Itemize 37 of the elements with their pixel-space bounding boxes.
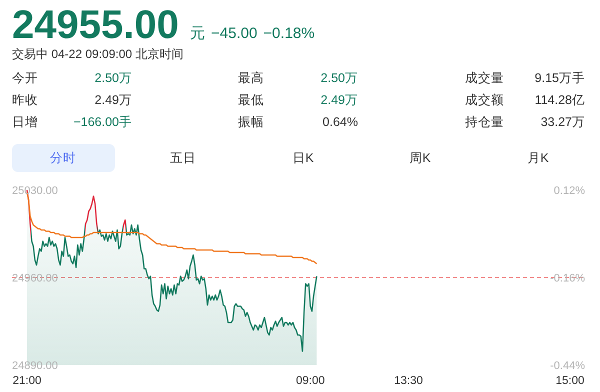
text: 最低 [238, 93, 264, 107]
title: 24955.00 [12, 3, 179, 47]
text: −45.00 [211, 25, 258, 42]
text: 最高 [238, 70, 264, 85]
text: 2.49万 [320, 93, 358, 107]
y2-tick-label: 0.12% [554, 185, 586, 197]
text: 今开 [12, 71, 38, 85]
text: 0.64% [322, 115, 358, 129]
text: 分时 [50, 151, 76, 165]
text: 日增 [12, 115, 38, 129]
x-tick-label: 21:00 [12, 375, 42, 387]
text: 周K [409, 151, 432, 165]
text: 昨收 [12, 93, 38, 107]
text: 日K [292, 151, 314, 165]
text: 114.28亿 [534, 93, 585, 107]
x-tick-label: 15:00 [556, 375, 584, 387]
text: 五日 [170, 151, 196, 165]
y-tick-label: 25030.00 [12, 185, 58, 197]
text: −0.18% [263, 25, 315, 42]
text: 9.15万手 [534, 71, 585, 85]
y-tick-label: 24890.00 [12, 360, 58, 372]
text: 振幅 [238, 115, 264, 129]
text: 成交量 [465, 70, 504, 85]
text: 元 [190, 25, 205, 42]
text: 持仓量 [465, 115, 504, 129]
text: 成交额 [465, 92, 504, 107]
y2-tick-label: -0.16% [550, 272, 586, 284]
text: 2.49万 [94, 93, 132, 107]
text: 交易中 04-22 09:09:00 北京时间 [12, 47, 184, 61]
text: 月K [527, 151, 550, 165]
text: 33.27万 [540, 115, 585, 129]
y2-tick-label: -0.44% [550, 360, 586, 372]
text: 2.50万 [94, 71, 132, 85]
text: −166.00手 [73, 115, 132, 129]
x-tick-label: 13:30 [394, 375, 423, 387]
text: 2.50万 [320, 71, 358, 85]
x-tick-label: 09:00 [296, 375, 325, 387]
